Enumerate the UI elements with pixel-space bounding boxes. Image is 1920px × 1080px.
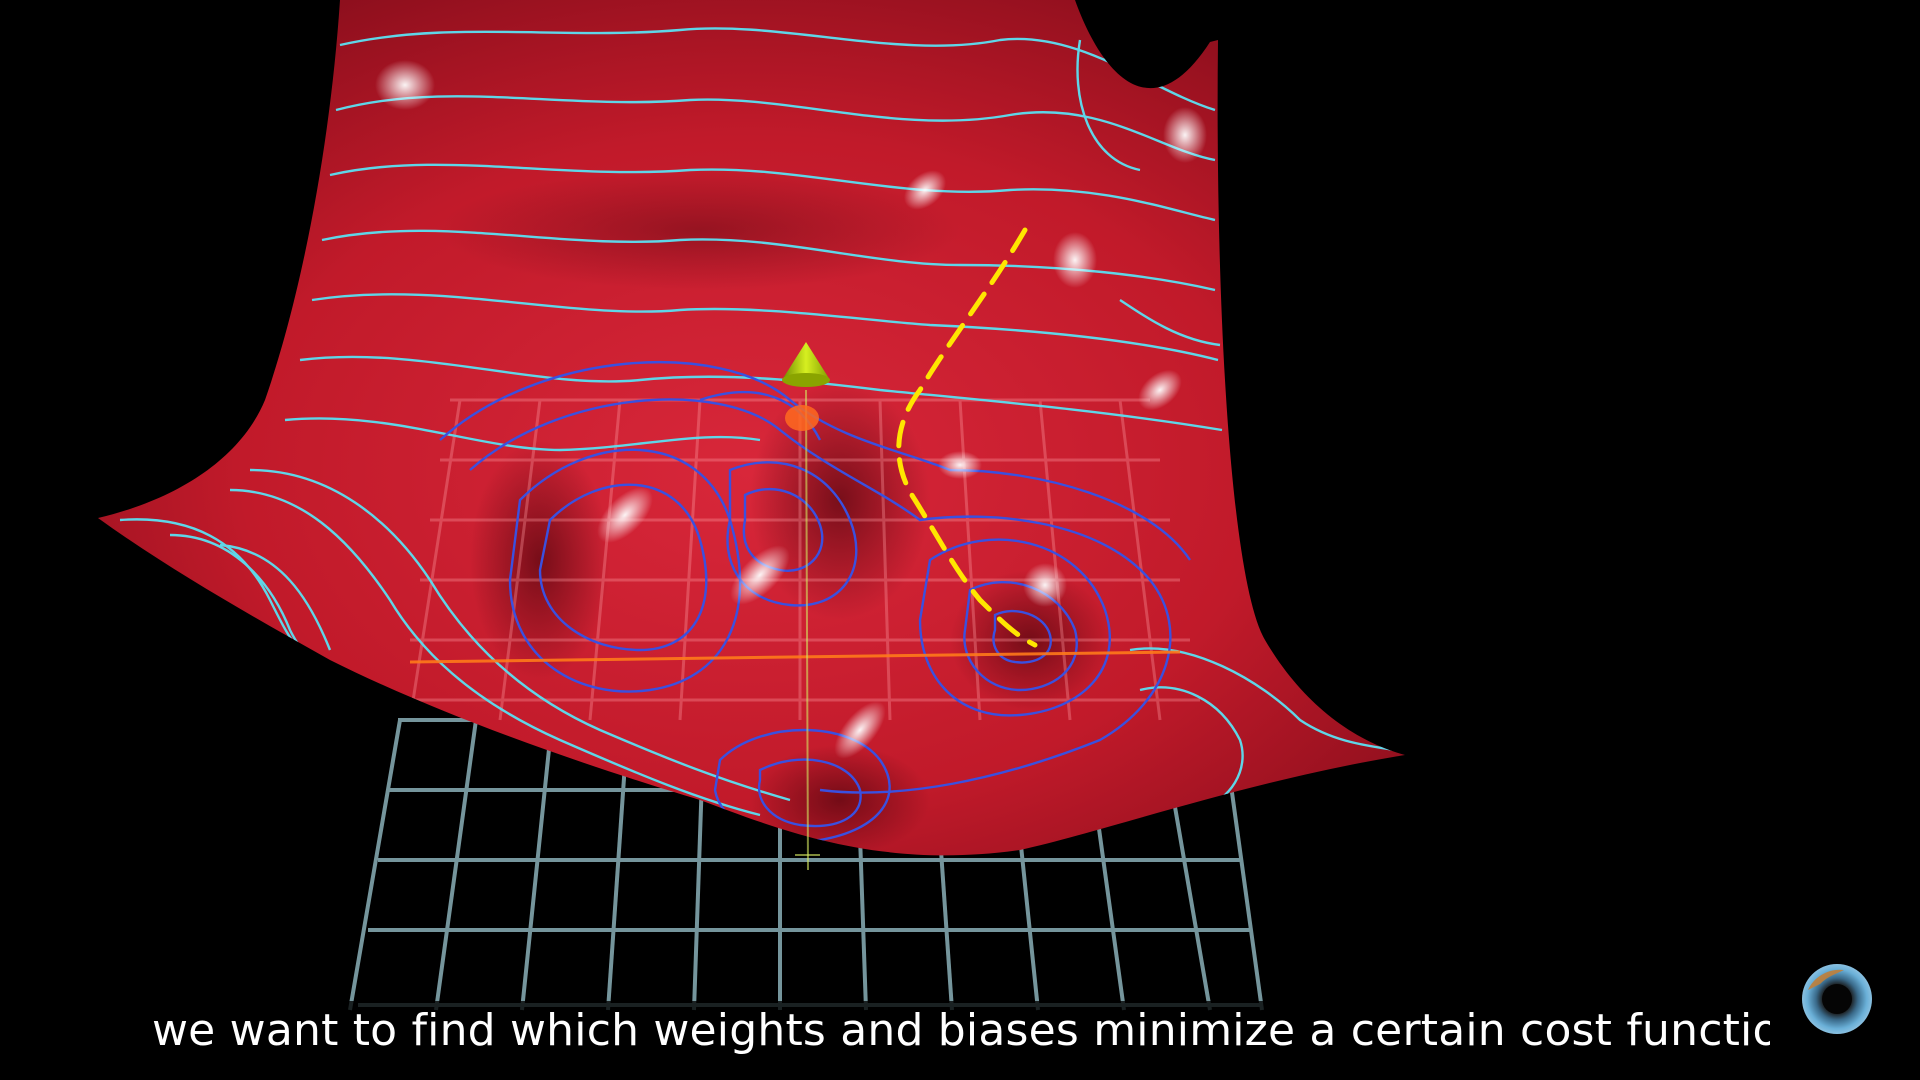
contour-lines-light (119, 27, 1396, 817)
cone-marker-icon (782, 342, 830, 431)
video-subtitle: we want to find which weights and biases… (152, 1001, 1770, 1061)
surface-highlights (375, 60, 1207, 759)
vertical-axis-line (805, 389, 809, 871)
gradient-descent-path (896, 227, 1038, 648)
x-axis-line (409, 650, 1181, 664)
cost-surface (98, 0, 1405, 856)
pi-creature-eye-icon (1802, 964, 1872, 1034)
